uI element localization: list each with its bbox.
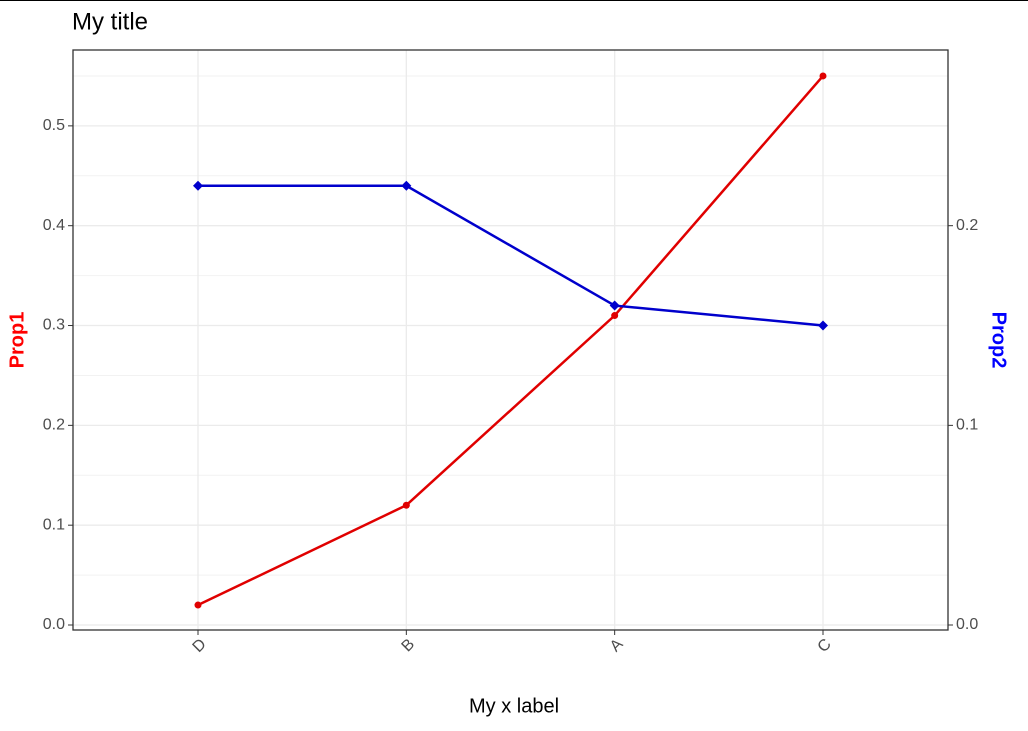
chart-title: My title <box>72 8 148 35</box>
point <box>609 300 620 311</box>
point <box>194 601 202 609</box>
point <box>819 72 827 80</box>
y2-tick-label: 0.0 <box>956 616 978 633</box>
point <box>193 180 203 191</box>
y2-axis-title: Prop2 <box>988 312 1010 369</box>
point <box>402 501 410 509</box>
x-tick-label: D <box>190 636 210 656</box>
x-tick-label: A <box>607 636 627 656</box>
y-axis-title: Prop1 <box>6 312 28 369</box>
y2-tick-label: 0.2 <box>956 217 978 234</box>
plot-border <box>72 49 949 631</box>
y-tick-label: 0.2 <box>43 417 65 434</box>
point <box>401 180 412 191</box>
y-tick-label: 0.3 <box>43 317 65 334</box>
x-tick-label: C <box>815 636 835 656</box>
y-tick-label: 0.1 <box>43 516 65 533</box>
x-axis-title: My x label <box>469 695 559 717</box>
point <box>818 320 828 331</box>
x-tick-label: B <box>399 636 419 656</box>
series-line <box>198 184 824 327</box>
point <box>611 312 619 320</box>
y-tick-label: 0.5 <box>43 117 65 134</box>
y2-tick-label: 0.1 <box>956 417 978 434</box>
series-line <box>197 75 824 607</box>
y-tick-label: 0.0 <box>43 616 65 633</box>
y-tick-label: 0.4 <box>43 217 65 234</box>
